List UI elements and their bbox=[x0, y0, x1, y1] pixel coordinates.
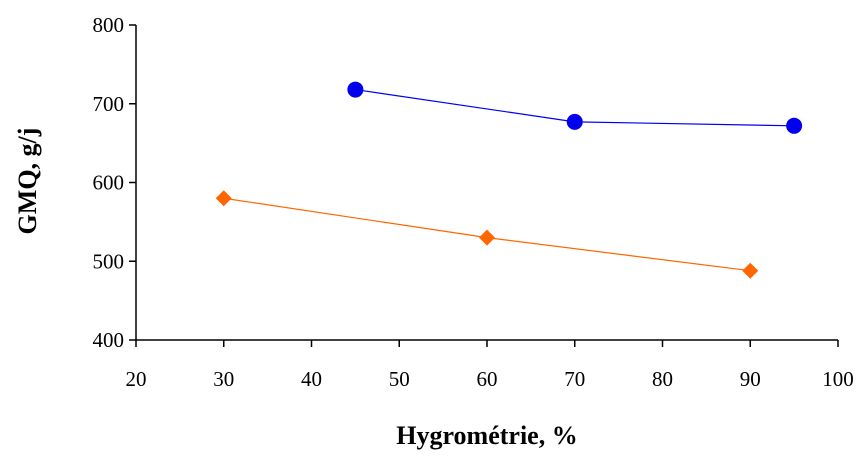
y-tick-label: 400 bbox=[93, 328, 125, 352]
series-2-point bbox=[479, 229, 495, 246]
series-2-point bbox=[742, 262, 759, 279]
x-tick-label: 70 bbox=[564, 367, 585, 391]
x-tick-label: 40 bbox=[301, 367, 322, 391]
y-tick-label: 800 bbox=[93, 13, 125, 37]
y-tick-label: 700 bbox=[93, 92, 125, 116]
x-axis-title: Hygrométrie, % bbox=[396, 421, 577, 450]
x-tick-label: 20 bbox=[126, 367, 147, 391]
y-tick-label: 500 bbox=[93, 249, 125, 273]
x-tick-label: 60 bbox=[477, 367, 498, 391]
x-tick-label: 100 bbox=[822, 367, 854, 391]
x-tick-label: 50 bbox=[389, 367, 410, 391]
series-1-point bbox=[786, 117, 803, 134]
series-layer bbox=[215, 81, 803, 279]
series-2-point bbox=[215, 190, 232, 207]
series-1-point bbox=[347, 81, 364, 98]
series-1-point bbox=[566, 113, 583, 130]
y-axis-title: GMQ, g/j bbox=[13, 128, 42, 235]
x-tick-label: 90 bbox=[740, 367, 761, 391]
x-tick-label: 80 bbox=[652, 367, 673, 391]
axes: 400 500 600 700 800 20 30 40 50 60 70 80 90 100 bbox=[93, 13, 854, 391]
x-tick-label: 30 bbox=[213, 367, 234, 391]
y-tick-label: 600 bbox=[93, 171, 125, 195]
